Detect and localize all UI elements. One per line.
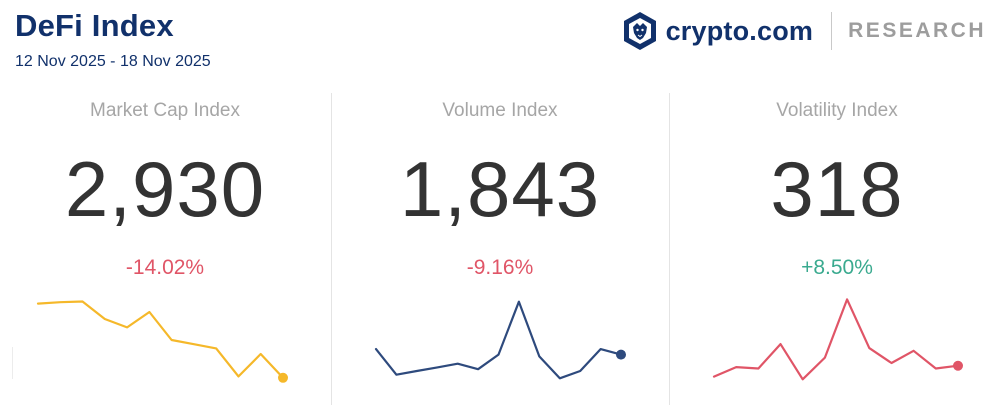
panel-change: +8.50% [801,256,873,279]
page-title: DeFi Index [15,8,174,43]
brand-section-label: RESEARCH [848,19,986,42]
market-cap-panel: Market Cap Index 2,930 -14.02% [0,92,330,412]
panel-divider [331,93,332,405]
last-point-marker [616,349,626,360]
volatility-sparkline [712,298,963,381]
panel-label: Market Cap Index [90,100,240,121]
brand-separator [831,12,833,50]
last-point-marker [953,360,963,371]
panel-value: 318 [770,145,904,233]
panel-label: Volume Index [442,100,558,121]
panel-value: 2,930 [64,145,266,233]
panel-divider [669,93,670,405]
date-range: 12 Nov 2025 - 18 Nov 2025 [15,53,211,70]
axis-tick [12,347,13,379]
series-line [36,300,285,379]
volatility-panel: Volatility Index 318 +8.50% [672,92,1000,412]
panel-change: -14.02% [125,256,205,279]
brand-block: crypto.com RESEARCH [622,10,986,52]
brand-name: crypto.com [665,15,814,46]
last-point-marker [278,372,288,383]
panel-label: Volatility Index [776,100,898,121]
panel-value: 1,843 [399,145,601,233]
series-line [712,298,960,381]
crypto-com-lion-shield-icon [623,12,656,50]
series-line [374,300,623,380]
panel-change: -9.16% [466,256,534,279]
market-cap-sparkline [36,300,288,383]
volume-panel: Volume Index 1,843 -9.16% [335,92,665,412]
volume-sparkline [374,300,626,380]
